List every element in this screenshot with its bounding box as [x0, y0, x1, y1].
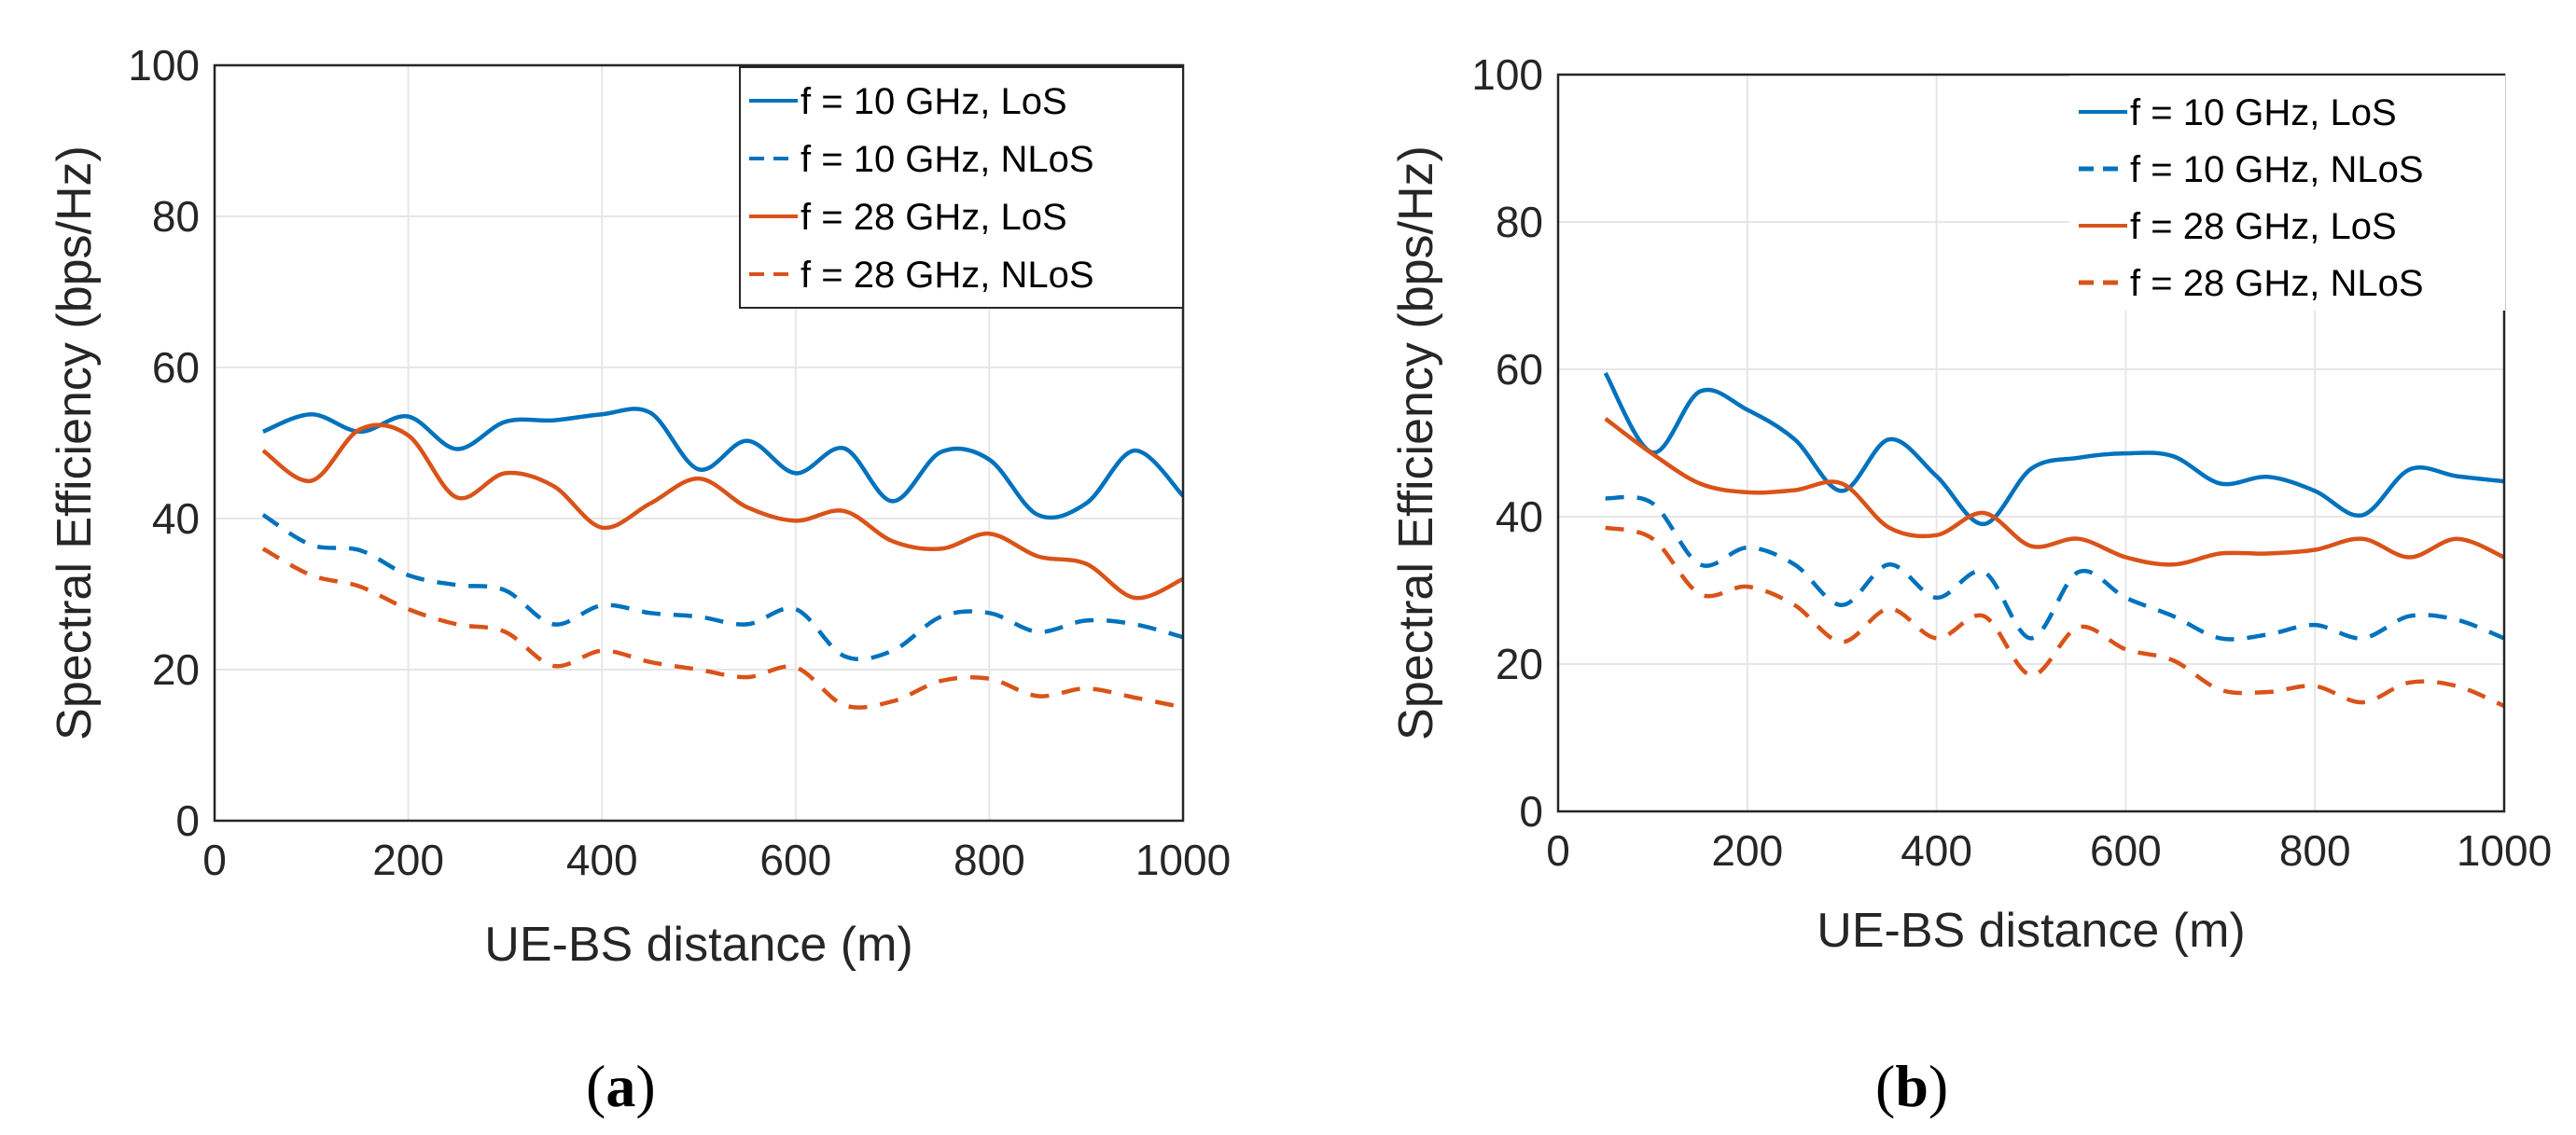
axes-box-b: [1556, 73, 2506, 813]
y-axis-label-b: Spectral Efficiency (bps/Hz): [1389, 145, 1443, 741]
legend-item-b-4: f = 28 GHz, NLoS: [2079, 263, 2424, 304]
legend-item-a-3: f = 28 GHz, LoS: [749, 197, 1067, 238]
y-tick-label: 80: [152, 192, 200, 241]
x-tick-label: 600: [759, 836, 831, 884]
tick-labels-b: 0 200 400 600 800 1000 0 20 40 60 80 100: [1471, 50, 2552, 875]
y-tick-label: 0: [1519, 787, 1543, 836]
x-tick-label: 600: [2090, 826, 2162, 875]
y-tick-label: 40: [1496, 492, 1543, 541]
series-line-1: [262, 407, 1185, 520]
legend-item-b-1: f = 10 GHz, LoS: [2079, 92, 2397, 133]
series-line-3: [1604, 417, 2505, 567]
legend-b: f = 10 GHz, LoS f = 10 GHz, NLoS f = 28 …: [2069, 76, 2505, 311]
x-tick-label: 200: [372, 836, 444, 884]
y-tick-label: 80: [1496, 198, 1543, 246]
y-tick-label: 60: [1496, 345, 1543, 394]
legend-item-a-1: f = 10 GHz, LoS: [749, 81, 1067, 122]
legend-label: f = 10 GHz, LoS: [801, 81, 1067, 122]
chart-panel-a: 0 200 400 600 800 1000 0 20 40 60 80 100 UE-BS dist…: [48, 41, 1231, 1119]
panel-caption-a: (a): [586, 1053, 656, 1119]
x-tick-label: 0: [202, 836, 227, 884]
series-line-1: [1603, 371, 2505, 527]
axes-box-a: [213, 63, 1185, 823]
y-tick-label: 60: [152, 343, 200, 392]
legend-label: f = 10 GHz, NLoS: [2130, 149, 2424, 190]
y-tick-label: 0: [175, 796, 200, 845]
legend-item-b-2: f = 10 GHz, NLoS: [2079, 149, 2424, 190]
series-line-2: [261, 513, 1184, 661]
y-tick-label: 20: [1496, 640, 1543, 688]
legend-a: f = 10 GHz, LoS f = 10 GHz, NLoS f = 28 …: [739, 66, 1184, 309]
y-tick-label: 40: [152, 494, 200, 543]
legend-item-a-2: f = 10 GHz, NLoS: [749, 139, 1094, 180]
series-line-2: [1605, 494, 2505, 642]
x-tick-label: 400: [566, 836, 638, 884]
series-line-4: [261, 547, 1184, 710]
y-tick-label: 20: [152, 645, 200, 694]
x-tick-label: 0: [1546, 826, 1570, 875]
panel-caption-b: (b): [1875, 1053, 1948, 1119]
legend-label: f = 10 GHz, LoS: [2130, 92, 2397, 133]
legend-item-b-3: f = 28 GHz, LoS: [2079, 206, 2397, 247]
legend-label: f = 28 GHz, NLoS: [801, 255, 1094, 296]
tick-labels-a: 0 200 400 600 800 1000 0 20 40 60 80 100: [128, 41, 1231, 884]
legend-label: f = 28 GHz, LoS: [2130, 206, 2397, 247]
x-axis-label-a: UE-BS distance (m): [484, 918, 912, 972]
series-lines-a: [261, 407, 1185, 710]
y-tick-label: 100: [1471, 50, 1543, 99]
x-tick-label: 1000: [2457, 826, 2552, 875]
legend-item-a-4: f = 28 GHz, NLoS: [749, 255, 1094, 296]
x-axis-label-b: UE-BS distance (m): [1817, 904, 2245, 958]
series-lines-b: [1603, 371, 2505, 709]
legend-label: f = 28 GHz, NLoS: [2130, 263, 2424, 304]
legend-box-a: [739, 66, 1184, 309]
x-tick-label: 800: [2279, 826, 2351, 875]
legend-label: f = 28 GHz, LoS: [801, 197, 1067, 238]
y-axis-label-a: Spectral Efficiency (bps/Hz): [48, 145, 102, 741]
x-tick-label: 200: [1711, 826, 1783, 875]
chart-panel-b: 0 200 400 600 800 1000 0 20 40 60 80 100 UE-BS dist…: [1389, 50, 2552, 1119]
x-tick-label: 1000: [1135, 836, 1231, 884]
series-line-4: [1605, 525, 2505, 709]
series-line-3: [261, 422, 1184, 601]
y-tick-label: 100: [128, 41, 200, 90]
legend-label: f = 10 GHz, NLoS: [801, 139, 1094, 180]
x-tick-label: 400: [1901, 826, 1972, 875]
x-tick-label: 800: [954, 836, 1025, 884]
legend-box-b: [2069, 76, 2505, 311]
